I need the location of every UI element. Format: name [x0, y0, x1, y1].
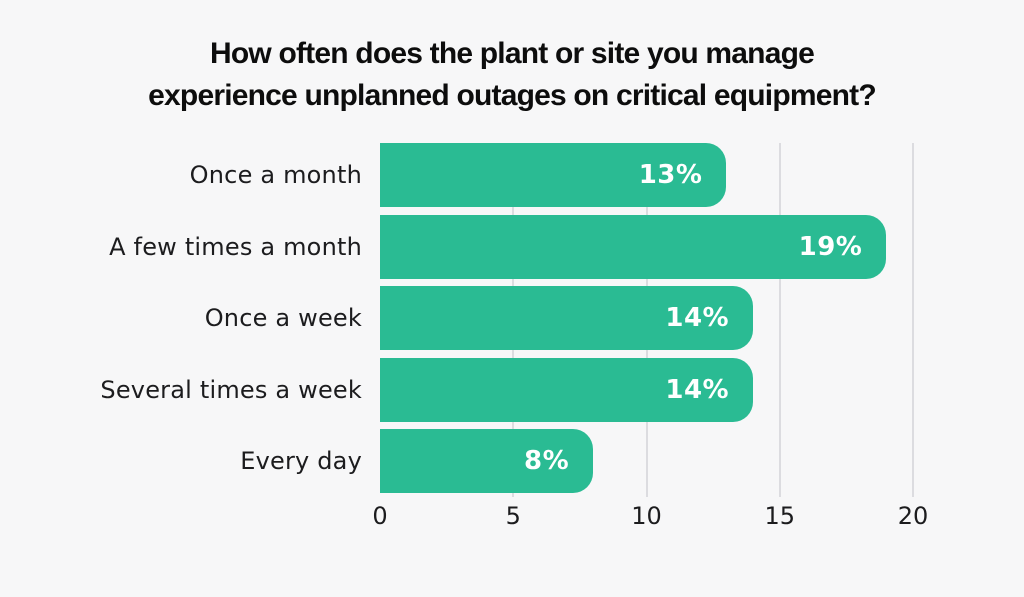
category-label: Once a week — [204, 304, 362, 332]
bar: 19% — [380, 214, 887, 279]
category-label: A few times a month — [109, 232, 362, 261]
bar: 13% — [380, 143, 727, 207]
gridline-20 — [912, 143, 914, 497]
bar-value-label: 14% — [665, 374, 730, 405]
x-tick-label: 15 — [764, 502, 796, 530]
plot-area: 13% 19% 14% 14% 8% — [380, 143, 914, 497]
gridline-15 — [778, 143, 781, 497]
x-tick-label: 5 — [505, 502, 521, 530]
bar: 14% — [380, 357, 754, 422]
x-tick-label: 10 — [631, 502, 662, 530]
x-tick-label: 20 — [897, 502, 929, 530]
bar-value-label: 14% — [665, 303, 730, 333]
chart-title: How often does the plant or site you man… — [148, 37, 876, 112]
x-tick-label: 0 — [372, 502, 388, 530]
category-label: Several times a week — [100, 375, 362, 404]
category-label: Once a month — [189, 161, 362, 189]
bar-value-label: 13% — [638, 160, 703, 190]
bar: 8% — [380, 429, 594, 493]
category-label: Every day — [240, 447, 362, 475]
bar-value-label: 8% — [524, 446, 570, 476]
bar-value-label: 19% — [798, 231, 863, 262]
bar: 14% — [380, 286, 754, 350]
